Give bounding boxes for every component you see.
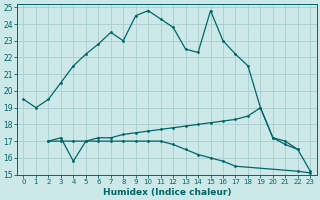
X-axis label: Humidex (Indice chaleur): Humidex (Indice chaleur): [103, 188, 231, 197]
